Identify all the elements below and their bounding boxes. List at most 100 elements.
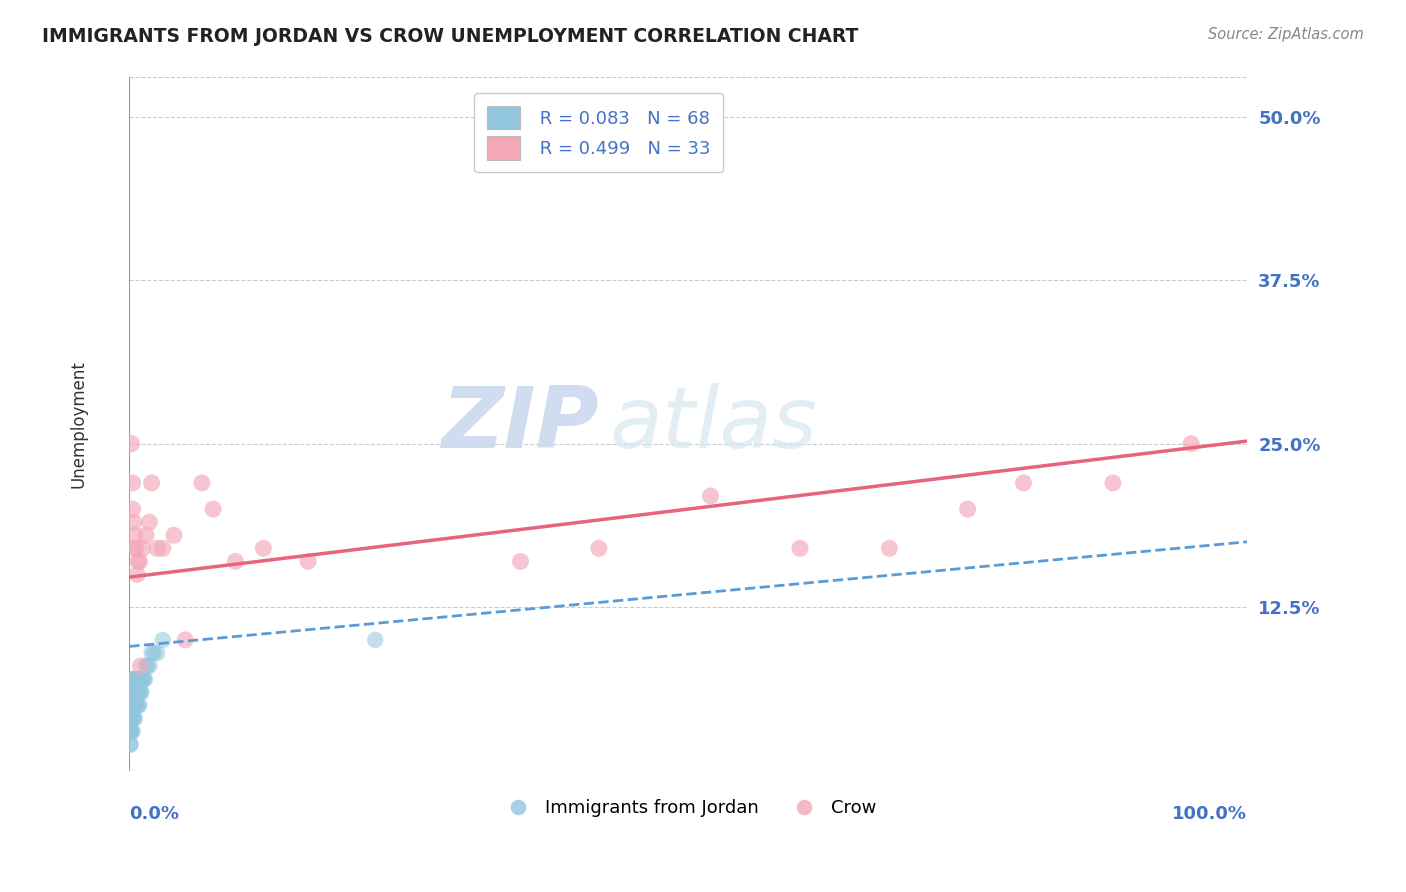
Point: [127, 685, 149, 699]
Point: [120, 698, 142, 713]
Point: [121, 724, 143, 739]
Point: [132, 672, 155, 686]
Point: [121, 685, 143, 699]
Point: [120, 711, 142, 725]
Point: [121, 685, 143, 699]
Point: [121, 672, 143, 686]
Point: [127, 698, 149, 713]
Point: [120, 711, 142, 725]
Point: [125, 685, 148, 699]
Text: Source: ZipAtlas.com: Source: ZipAtlas.com: [1208, 27, 1364, 42]
Point: [124, 711, 146, 725]
Point: [135, 528, 157, 542]
Point: [163, 528, 186, 542]
Point: [127, 685, 149, 699]
Text: atlas: atlas: [610, 383, 818, 466]
Point: [120, 685, 142, 699]
Point: [252, 541, 274, 556]
Point: [120, 698, 142, 713]
Point: [122, 515, 145, 529]
Point: [127, 567, 149, 582]
Text: IMMIGRANTS FROM JORDAN VS CROW UNEMPLOYMENT CORRELATION CHART: IMMIGRANTS FROM JORDAN VS CROW UNEMPLOYM…: [42, 27, 859, 45]
Point: [1180, 436, 1202, 450]
Point: [129, 685, 152, 699]
Point: [128, 554, 150, 568]
Point: [699, 489, 721, 503]
Point: [121, 698, 143, 713]
Point: [956, 502, 979, 516]
Point: [127, 554, 149, 568]
Point: [124, 685, 146, 699]
Point: [127, 672, 149, 686]
Point: [191, 475, 214, 490]
Point: [135, 659, 157, 673]
Point: [127, 698, 149, 713]
Text: Unemployment: Unemployment: [70, 360, 89, 488]
Point: [131, 685, 153, 699]
Point: [121, 711, 143, 725]
Point: [127, 672, 149, 686]
Point: [122, 698, 145, 713]
Point: [120, 724, 142, 739]
Point: [138, 515, 160, 529]
Point: [124, 672, 146, 686]
Point: [120, 711, 142, 725]
Point: [125, 698, 148, 713]
Point: [1102, 475, 1125, 490]
Text: ZIP: ZIP: [441, 383, 599, 466]
Point: [121, 711, 143, 725]
Point: [122, 672, 145, 686]
Point: [134, 672, 156, 686]
Point: [128, 685, 150, 699]
Point: [129, 659, 152, 673]
Point: [122, 698, 145, 713]
Text: 100.0%: 100.0%: [1173, 805, 1247, 823]
Point: [138, 659, 160, 673]
Point: [141, 646, 163, 660]
Text: 0.0%: 0.0%: [129, 805, 180, 823]
Point: [121, 475, 143, 490]
Point: [118, 711, 141, 725]
Point: [152, 541, 174, 556]
Point: [131, 672, 153, 686]
Point: [224, 554, 246, 568]
Point: [131, 541, 153, 556]
Point: [120, 711, 142, 725]
Point: [120, 738, 142, 752]
Point: [152, 632, 174, 647]
Point: [121, 502, 143, 516]
Point: [121, 698, 143, 713]
Point: [120, 724, 142, 739]
Point: [124, 698, 146, 713]
Point: [121, 698, 143, 713]
Point: [124, 541, 146, 556]
Point: [588, 541, 610, 556]
Point: [146, 646, 169, 660]
Point: [120, 724, 142, 739]
Point: [120, 685, 142, 699]
Point: [146, 541, 169, 556]
Point: [121, 672, 143, 686]
Point: [125, 672, 148, 686]
Point: [125, 541, 148, 556]
Point: [121, 436, 143, 450]
Point: [129, 672, 152, 686]
Point: [118, 724, 141, 739]
Point: [122, 685, 145, 699]
Point: [509, 554, 531, 568]
Point: [131, 672, 153, 686]
Point: [121, 698, 143, 713]
Point: [121, 711, 143, 725]
Point: [122, 711, 145, 725]
Point: [121, 711, 143, 725]
Point: [142, 646, 165, 660]
Point: [124, 698, 146, 713]
Point: [364, 632, 387, 647]
Point: [879, 541, 901, 556]
Point: [124, 528, 146, 542]
Point: [128, 698, 150, 713]
Point: [789, 541, 811, 556]
Point: [120, 738, 142, 752]
Point: [121, 724, 143, 739]
Point: [121, 685, 143, 699]
